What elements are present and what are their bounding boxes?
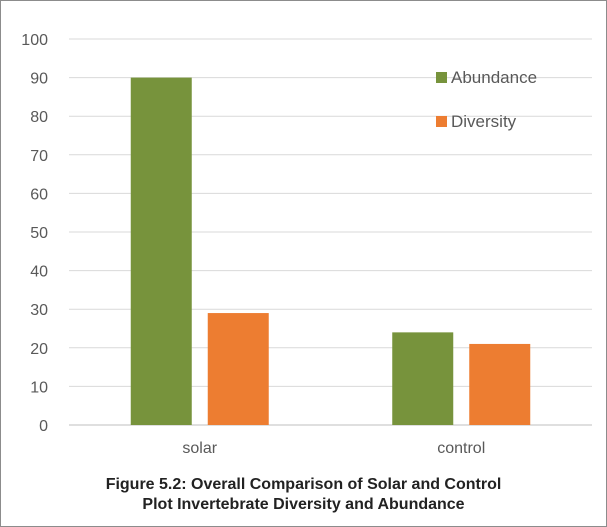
- y-tick-label: 10: [30, 379, 48, 396]
- legend-label-abundance: Abundance: [451, 68, 537, 87]
- y-tick-label: 30: [30, 302, 48, 319]
- y-tick-label: 70: [30, 148, 48, 165]
- y-tick-label: 40: [30, 264, 48, 281]
- y-tick-label: 20: [30, 341, 48, 358]
- bar-diversity-control: [469, 343, 531, 425]
- y-tick-label: 60: [30, 186, 48, 203]
- bar-chart: 0 10 20 30 40 50 60 70 80 90 100 solar control Abunda…: [21, 32, 592, 457]
- bar-abundance-control: [392, 332, 454, 425]
- legend-swatch-abundance: [436, 72, 447, 83]
- bar-diversity-solar: [207, 313, 269, 425]
- y-tick-label: 50: [30, 225, 48, 242]
- x-category-label: control: [437, 440, 485, 457]
- y-tick-label: 0: [39, 418, 48, 435]
- figure-caption: Figure 5.2: Overall Comparison of Solar …: [1, 475, 606, 515]
- caption-line-2: Plot Invertebrate Diversity and Abundanc…: [142, 496, 465, 513]
- y-tick-label: 90: [30, 71, 48, 88]
- x-category-label: solar: [182, 440, 217, 457]
- legend-swatch-diversity: [436, 116, 447, 127]
- bar-abundance-solar: [130, 77, 192, 425]
- caption-line-1: Figure 5.2: Overall Comparison of Solar …: [105, 476, 502, 493]
- y-tick-label: 80: [30, 109, 48, 126]
- legend-label-diversity: Diversity: [451, 112, 517, 131]
- y-tick-label: 100: [21, 32, 48, 49]
